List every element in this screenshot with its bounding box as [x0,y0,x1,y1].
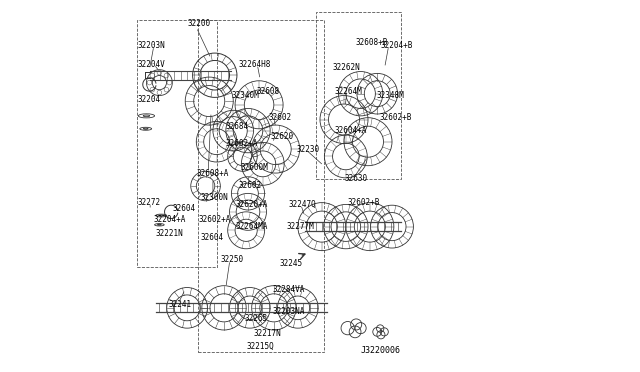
Text: J3220006: J3220006 [360,346,401,355]
Text: 32203N: 32203N [137,41,165,50]
Text: 32340M: 32340M [232,91,259,100]
Text: 32602+B: 32602+B [379,113,412,122]
Text: 32264H8: 32264H8 [239,60,271,69]
Text: 32204V: 32204V [137,60,165,69]
Text: 32620: 32620 [270,132,293,141]
Text: 32272: 32272 [137,198,161,207]
Text: 32602: 32602 [238,182,261,190]
Text: 32265: 32265 [244,314,268,323]
Text: 32608+B: 32608+B [355,38,387,46]
Text: 32602+A: 32602+A [226,139,258,148]
Text: 32217N: 32217N [253,329,282,338]
Text: 32620+A: 32620+A [235,200,268,209]
Text: 32630: 32630 [345,174,368,183]
Text: 32262N: 32262N [333,63,361,72]
Text: 32284VA: 32284VA [272,285,305,294]
Text: 32300N: 32300N [200,193,228,202]
Text: 32602+A: 32602+A [198,215,230,224]
Text: 32600M: 32600M [241,163,268,172]
Text: 32245: 32245 [280,259,303,268]
Text: 32348M: 32348M [377,91,404,100]
Text: 32221N: 32221N [156,230,184,238]
Text: 32247Q: 32247Q [289,200,316,209]
Text: 32204: 32204 [137,95,161,104]
Text: 32215Q: 32215Q [246,342,274,351]
Text: 32264MA: 32264MA [235,222,268,231]
Text: 32277M: 32277M [287,222,314,231]
Text: 32204+B: 32204+B [381,41,413,50]
Text: 32204+A: 32204+A [154,215,186,224]
Text: 32604: 32604 [172,203,195,213]
Text: 32241: 32241 [168,300,192,309]
Text: 32602: 32602 [268,113,291,122]
Text: 32602+B: 32602+B [348,198,380,207]
Text: 32200: 32200 [187,19,210,28]
Text: 32264M: 32264M [335,87,362,96]
Text: 32250: 32250 [220,255,243,264]
Text: 32608: 32608 [257,87,280,96]
Text: 32608+A: 32608+A [196,169,228,177]
Text: 32684: 32684 [226,122,249,131]
Text: 32230: 32230 [296,145,319,154]
Text: 32604: 32604 [200,233,223,242]
Text: 32203NA: 32203NA [272,307,305,316]
Text: 32604+A: 32604+A [334,126,367,135]
